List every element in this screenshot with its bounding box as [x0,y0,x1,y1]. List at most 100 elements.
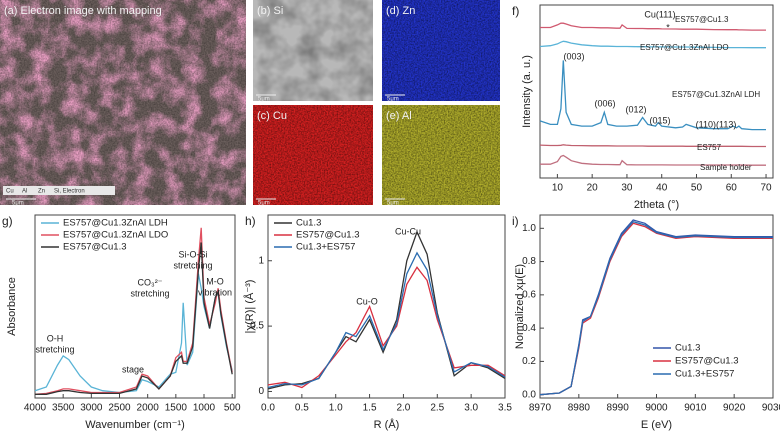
x-tick-label: 1000 [193,403,216,414]
series-line [540,154,766,166]
legend-label: Cu1.3 [675,343,700,354]
x-tick-label: 70 [760,183,772,194]
annotation: O-H [47,333,64,343]
x-tick-label: 0.0 [261,403,275,414]
x-tick-label: 3500 [52,403,75,414]
y-tick-label: 0.4 [522,323,536,334]
y-axis-label: Intensity (a. u.) [521,55,533,128]
legend-label: Cu1.3+ES757 [296,242,355,253]
y-tick-label: 1.0 [522,223,536,234]
annotation: (012) [625,104,646,114]
legend-label: ES757@Cu1.3ZnAl LDO [63,230,168,241]
x-tick-label: 20 [587,183,599,194]
annotation: vibration [198,287,232,297]
series-line [267,251,506,389]
series-label: Sample holder [700,163,752,172]
map-legend: Al [22,189,27,195]
annotation: CO₃²⁻ [138,277,163,287]
series-line [539,60,766,131]
micrograph-label: (a) Electron image with mapping [4,5,162,17]
y-tick-label: 0.2 [522,356,536,367]
series-line [35,242,233,395]
series-line [540,22,766,31]
annotation: Cu-O [356,296,378,306]
x-tick-label: 1500 [165,403,188,414]
x-tick-label: 30 [621,183,633,194]
x-tick-label: 3.5 [498,403,512,414]
legend-label: ES757@Cu1.3 [675,356,739,367]
x-tick-label: 8980 [568,403,591,414]
annotation: stretching [173,260,212,270]
micrograph-label: (b) Si [257,5,283,17]
annotation: (006) [594,98,615,108]
x-tick-label: 50 [691,183,703,194]
annotation: stretching [35,344,74,354]
micrograph-b: (b) Si 5μm [253,0,373,103]
micrograph-c: (c) Cu 5μm [253,105,373,207]
micrograph-d: (d) Zn 5μm [382,0,500,103]
plot-frame [267,214,506,399]
scale-bar-label: 5μm [387,97,399,103]
series-line [267,266,506,389]
scale-bar-label: 5μm [12,201,24,207]
series-label: ES757@Cu1.3ZnAl LDO [640,43,729,52]
x-tick-label: 9020 [723,403,746,414]
annotation: M-O [206,276,224,286]
x-tick-label: 40 [656,183,668,194]
x-tick-label: 1.0 [329,403,343,414]
series-label: ES757 [697,143,722,152]
series-label: ES757@Cu1.3 [675,15,729,24]
y-axis-label: |χ(R)| (Å⁻³) [243,280,256,334]
map-legend-box [3,186,115,195]
x-tick-label: 60 [726,183,738,194]
legend-label: Cu1.3+ES757 [675,369,734,380]
panel-label: h) [245,214,256,228]
panel-label: f) [512,4,519,18]
series-line [539,40,766,49]
x-tick-label: 4000 [24,403,47,414]
x-axis-label: 2theta (°) [634,199,679,211]
x-tick-label: 2500 [108,403,131,414]
annotation: Cu(111) [644,9,675,19]
x-axis-label: R (Å) [374,418,400,431]
x-tick-label: 1.5 [363,403,377,414]
annotation: Cu-Cu [395,226,421,236]
y-tick-label: 0.5 [250,321,264,332]
scale-bar-label: 5μm [387,201,399,207]
plot-frame [539,214,774,399]
annotation: * [666,22,670,32]
plot-frame [539,4,774,179]
x-axis-label: Wavenumber (cm⁻¹) [85,419,185,431]
map-legend: Si, Electron [54,189,85,195]
y-tick-label: 0.0 [522,389,536,400]
y-tick-label: 1 [258,255,264,266]
x-tick-label: 9000 [645,403,668,414]
series-line [539,144,766,148]
x-tick-label: 10 [552,183,564,194]
y-tick-label: 0.6 [522,289,536,300]
x-tick-label: 2000 [137,403,160,414]
micrograph-label: (e) Al [386,110,412,122]
annotation: stage [122,364,144,374]
legend-label: Cu1.3 [296,218,321,229]
y-axis-label: Normalized xμ(E) [514,264,526,349]
panel-label: i) [512,214,519,228]
map-legend: Zn [38,189,45,195]
annotation: stretching [130,288,169,298]
x-tick-label: 500 [224,403,241,414]
x-axis-label: E (eV) [641,419,672,431]
legend-label: ES757@Cu1.3ZnAl LDH [63,218,168,229]
map-legend: Cu [6,189,14,195]
x-tick-label: 2.5 [430,403,444,414]
x-tick-label: 3.0 [464,403,478,414]
micrograph-e: (e) Al 5μm [382,105,500,207]
x-tick-label: 2.0 [396,403,410,414]
plot-frame [34,214,236,399]
micrograph-label: (d) Zn [386,5,415,17]
annotation: Si-O-Si [179,249,208,259]
micrograph-label: (c) Cu [257,110,287,122]
x-tick-label: 9010 [684,403,707,414]
x-tick-label: 8990 [607,403,630,414]
